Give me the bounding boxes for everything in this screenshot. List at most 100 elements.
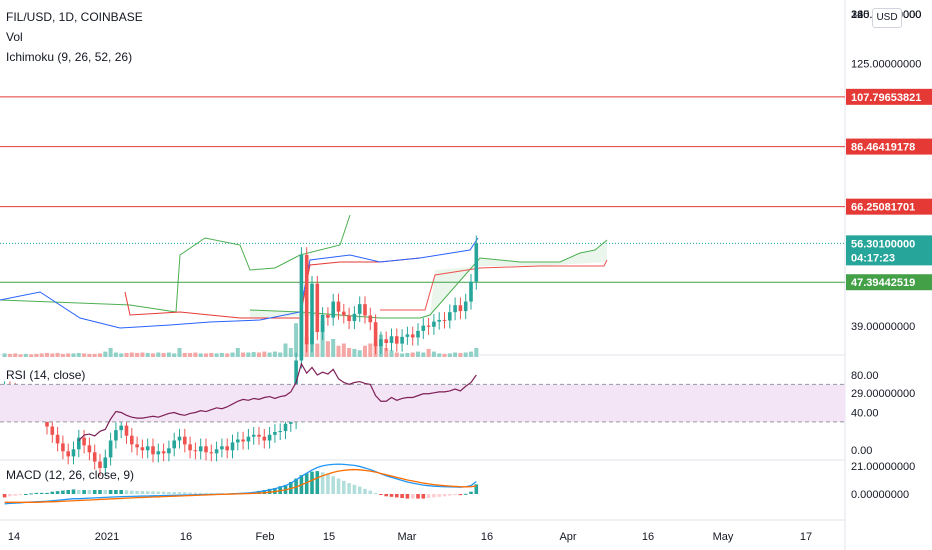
macd-histogram-bar <box>463 493 468 495</box>
candle-body <box>379 339 383 347</box>
time-axis-label: Apr <box>559 531 576 543</box>
macd-histogram-bar <box>379 494 383 495</box>
macd-histogram-bar <box>368 490 373 494</box>
volume-bar <box>119 353 124 357</box>
volume-bar <box>400 353 405 357</box>
volume-legend[interactable]: Vol <box>6 30 23 44</box>
candle-body <box>251 434 256 437</box>
price-axis-label: 21.00000000 <box>851 461 915 473</box>
horizontal-levels[interactable] <box>0 96 845 283</box>
candle-body <box>331 301 335 318</box>
candle-body <box>304 254 309 345</box>
countdown-label: 04:17:23 <box>851 252 895 264</box>
candle-body <box>230 442 235 451</box>
time-axis-label: 16 <box>481 531 493 543</box>
candle-body <box>119 425 123 431</box>
macd-histogram-bar <box>13 494 17 496</box>
macd-histogram-bar <box>320 472 325 494</box>
candle-body <box>145 446 150 451</box>
candle-body <box>198 446 203 452</box>
volume-bar <box>50 353 55 357</box>
macd-histogram-bar <box>310 471 314 494</box>
macd-histogram-bar <box>469 491 473 494</box>
volume-bar <box>92 353 97 357</box>
candle-body <box>124 425 129 436</box>
macd-histogram-bar <box>66 489 70 494</box>
level-tag-label: 86.46419178 <box>851 142 915 154</box>
macd-histogram-bar <box>421 494 426 499</box>
ichimoku-legend[interactable]: Ichimoku (9, 26, 52, 26) <box>6 50 133 64</box>
volume-bar <box>225 353 230 357</box>
candle-body <box>448 312 452 321</box>
rsi-axis-label: 40.00 <box>851 408 879 420</box>
time-axis-label: Mar <box>398 531 417 543</box>
volume-bar <box>469 351 473 357</box>
macd-legend[interactable]: MACD (12, 26, close, 9) <box>6 468 135 482</box>
candle-body <box>92 452 97 462</box>
currency-button[interactable]: USD <box>872 8 902 28</box>
last-price-tag <box>846 235 932 266</box>
volume-bar <box>235 348 240 357</box>
volume-bar <box>156 352 161 357</box>
volume-bar <box>272 351 277 357</box>
symbol-legend[interactable]: FIL/USD, 1D, COINBASE <box>6 10 143 24</box>
macd-histogram-bar <box>448 494 452 496</box>
volume-bar <box>325 341 330 357</box>
volume-bar <box>421 352 426 357</box>
rsi-axis-label: 80.00 <box>851 370 879 382</box>
time-axis-label: 17 <box>800 531 812 543</box>
macd-histogram-bar <box>34 492 39 494</box>
macd-histogram-bar <box>267 488 272 494</box>
volume-bar <box>214 353 219 357</box>
candle-body <box>278 431 282 433</box>
volume-bar <box>219 352 224 357</box>
candle-body <box>363 304 367 316</box>
candle-body <box>257 434 261 437</box>
macd-histogram-bar <box>151 491 155 494</box>
candle-body <box>273 432 277 435</box>
volume-bar <box>182 352 187 357</box>
candle-body <box>209 452 214 454</box>
volume-bar <box>18 354 23 357</box>
macd-histogram-bar <box>124 490 129 494</box>
rsi-legend[interactable]: RSI (14, close) <box>6 368 86 382</box>
ichimoku-span-a <box>249 239 608 319</box>
volume-bar <box>140 352 145 357</box>
macd-histogram-bar <box>326 473 330 494</box>
volume-bar <box>288 348 293 357</box>
candle-body <box>410 334 415 338</box>
candle-body <box>442 319 447 321</box>
macd-axis-label: 0.00000000 <box>851 489 909 501</box>
candle-body <box>437 319 441 322</box>
macd-histogram-bar <box>98 489 102 494</box>
volume-bar <box>416 351 420 357</box>
volume-bar <box>331 339 336 357</box>
volume-bar <box>315 343 320 357</box>
candle-body <box>220 446 224 450</box>
volume-bar <box>357 350 362 357</box>
volume-bar <box>145 352 150 357</box>
macd-histogram-bar <box>156 491 161 494</box>
candle-body <box>416 330 420 338</box>
volume-bar <box>442 353 447 357</box>
volume-bar <box>161 352 166 357</box>
candle-body <box>135 444 139 448</box>
volume-bar <box>76 352 81 357</box>
macd-histogram-bar <box>384 494 388 497</box>
macd-histogram-bar <box>373 492 378 494</box>
candle-body <box>347 315 351 322</box>
time-axis-label: 16 <box>642 531 654 543</box>
candle-body <box>315 283 320 333</box>
macd-histogram-bar <box>347 483 351 494</box>
candle-body <box>71 449 76 457</box>
price-axis-label: 125.00000000 <box>851 58 921 70</box>
candle-body <box>336 301 341 312</box>
volume-bar <box>267 352 272 357</box>
volume-bar <box>368 343 373 357</box>
time-axis-label: 16 <box>180 531 192 543</box>
candle-body <box>103 457 108 469</box>
candle-body <box>108 440 113 458</box>
macd-histogram-bar <box>198 492 203 494</box>
candle-body <box>299 254 304 361</box>
